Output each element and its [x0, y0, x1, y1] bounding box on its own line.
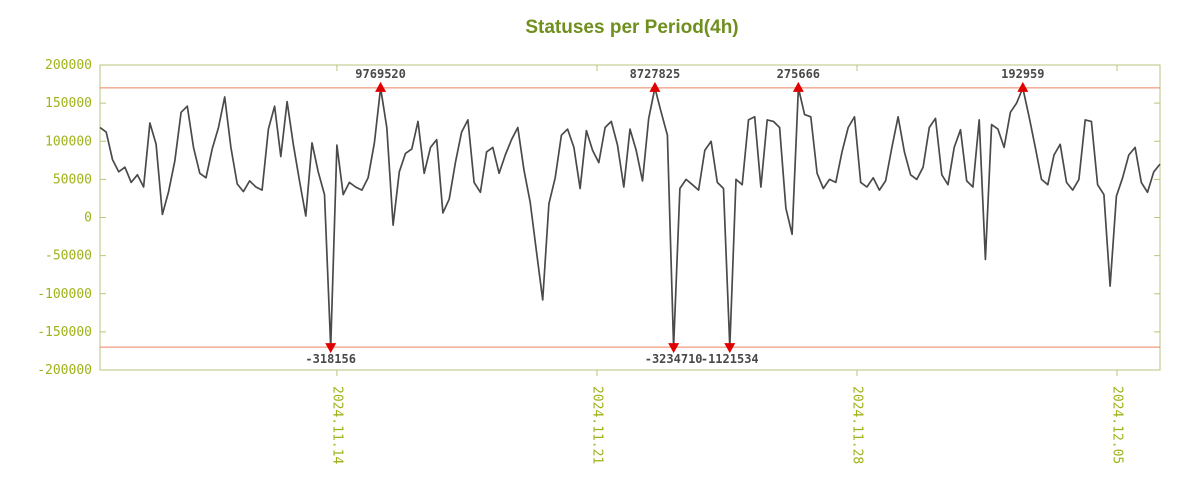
peak-marker-triangle-icon	[1017, 81, 1029, 92]
y-axis-tick-label: 50000	[53, 172, 92, 187]
trough-marker-triangle-icon	[668, 343, 680, 354]
peak-marker-value-label: 275666	[777, 67, 820, 81]
plot-frame	[99, 64, 1161, 371]
x-axis-tick-label: 2024.11.28	[849, 386, 864, 464]
trough-marker-triangle-icon	[325, 343, 337, 354]
peak-marker-triangle-icon	[375, 81, 387, 92]
peak-marker-triangle-icon	[792, 81, 804, 92]
peak-marker-triangle-icon	[649, 81, 661, 92]
x-axis-tick-label: 2024.12.05	[1109, 386, 1124, 464]
trough-marker-value-label: -318156	[305, 352, 356, 366]
trough-marker-value-label: -1121534	[701, 352, 759, 366]
y-axis-tick-label: 0	[84, 211, 92, 226]
x-axis-tick-label: 2024.11.21	[589, 386, 604, 464]
trough-marker-value-label: -3234710	[645, 352, 703, 366]
y-axis-tick-label: -200000	[37, 363, 92, 378]
y-axis-tick-label: 200000	[45, 58, 92, 73]
y-axis-tick-label: -100000	[37, 287, 92, 302]
peak-marker-value-label: 8727825	[630, 67, 681, 81]
statuses-series-line	[99, 87, 1161, 348]
peak-marker-value-label: 9769520	[355, 67, 406, 81]
chart-title: Statuses per Period(4h)	[525, 17, 738, 38]
y-axis-tick-label: -50000	[45, 249, 92, 264]
y-axis-tick-label: 100000	[45, 134, 92, 149]
plot-area: 200000 150000 100000 50000 0 -50000 -100000 -15…	[37, 58, 1161, 464]
y-axis-tick-label: -150000	[37, 325, 92, 340]
trough-marker-triangle-icon	[724, 343, 736, 354]
y-axis-tick-label: 150000	[45, 96, 92, 111]
peak-marker-value-label: 192959	[1001, 67, 1044, 81]
x-axis-tick-label: 2024.11.14	[329, 386, 344, 464]
